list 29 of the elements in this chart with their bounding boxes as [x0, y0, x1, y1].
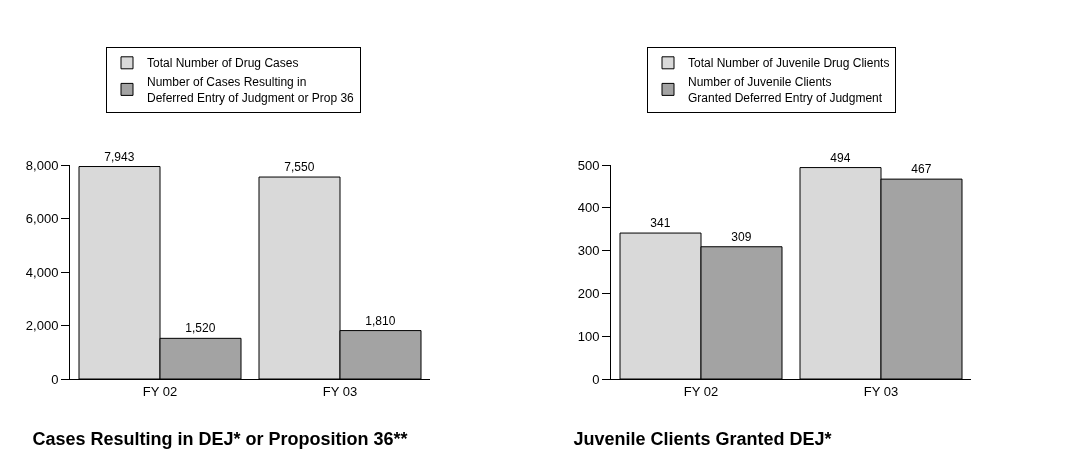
x-tick-label: FY 02 [142, 383, 178, 399]
x-tick-label: FY 03 [322, 383, 358, 399]
legend-label: Total Number of Drug Cases [147, 56, 299, 71]
data-label: 341 [650, 216, 671, 231]
text: Cases Resulting in DEJ* or Proposition 36** [32, 428, 408, 449]
y-tick-label: 300 [577, 243, 600, 259]
data-label: 7,550 [284, 160, 315, 175]
y-tick-label: 200 [577, 285, 600, 301]
data-label: 467 [911, 162, 932, 177]
y-tick-label: 0 [592, 371, 600, 387]
y-tick-label: 6,000 [25, 211, 59, 227]
y-tick-label: 8,000 [25, 157, 59, 173]
data-label: 309 [731, 229, 752, 244]
legend-label: Number of Juvenile Clients Granted Deferred Entry of Judgment [688, 75, 883, 105]
data-label: 1,520 [185, 321, 216, 336]
y-tick-label: 4,000 [25, 264, 59, 280]
x-tick-label: FY 02 [683, 383, 719, 399]
data-label: 1,810 [365, 313, 396, 328]
y-tick-label: 100 [577, 328, 600, 344]
legend-label: Number of Cases Resulting in Deferred Entry of Judgment or Prop 36 [147, 75, 355, 105]
y-tick-label: 0 [51, 371, 59, 387]
data-label: 7,943 [104, 149, 135, 164]
legend-label: Total Number of Juvenile Drug Clients [688, 56, 890, 71]
text: Juvenile Clients Granted DEJ* [573, 428, 832, 449]
data-label: 494 [830, 150, 851, 165]
y-tick-label: 500 [577, 157, 600, 173]
x-tick-label: FY 03 [863, 383, 899, 399]
y-tick-label: 400 [577, 200, 600, 216]
y-tick-label: 2,000 [25, 318, 59, 334]
